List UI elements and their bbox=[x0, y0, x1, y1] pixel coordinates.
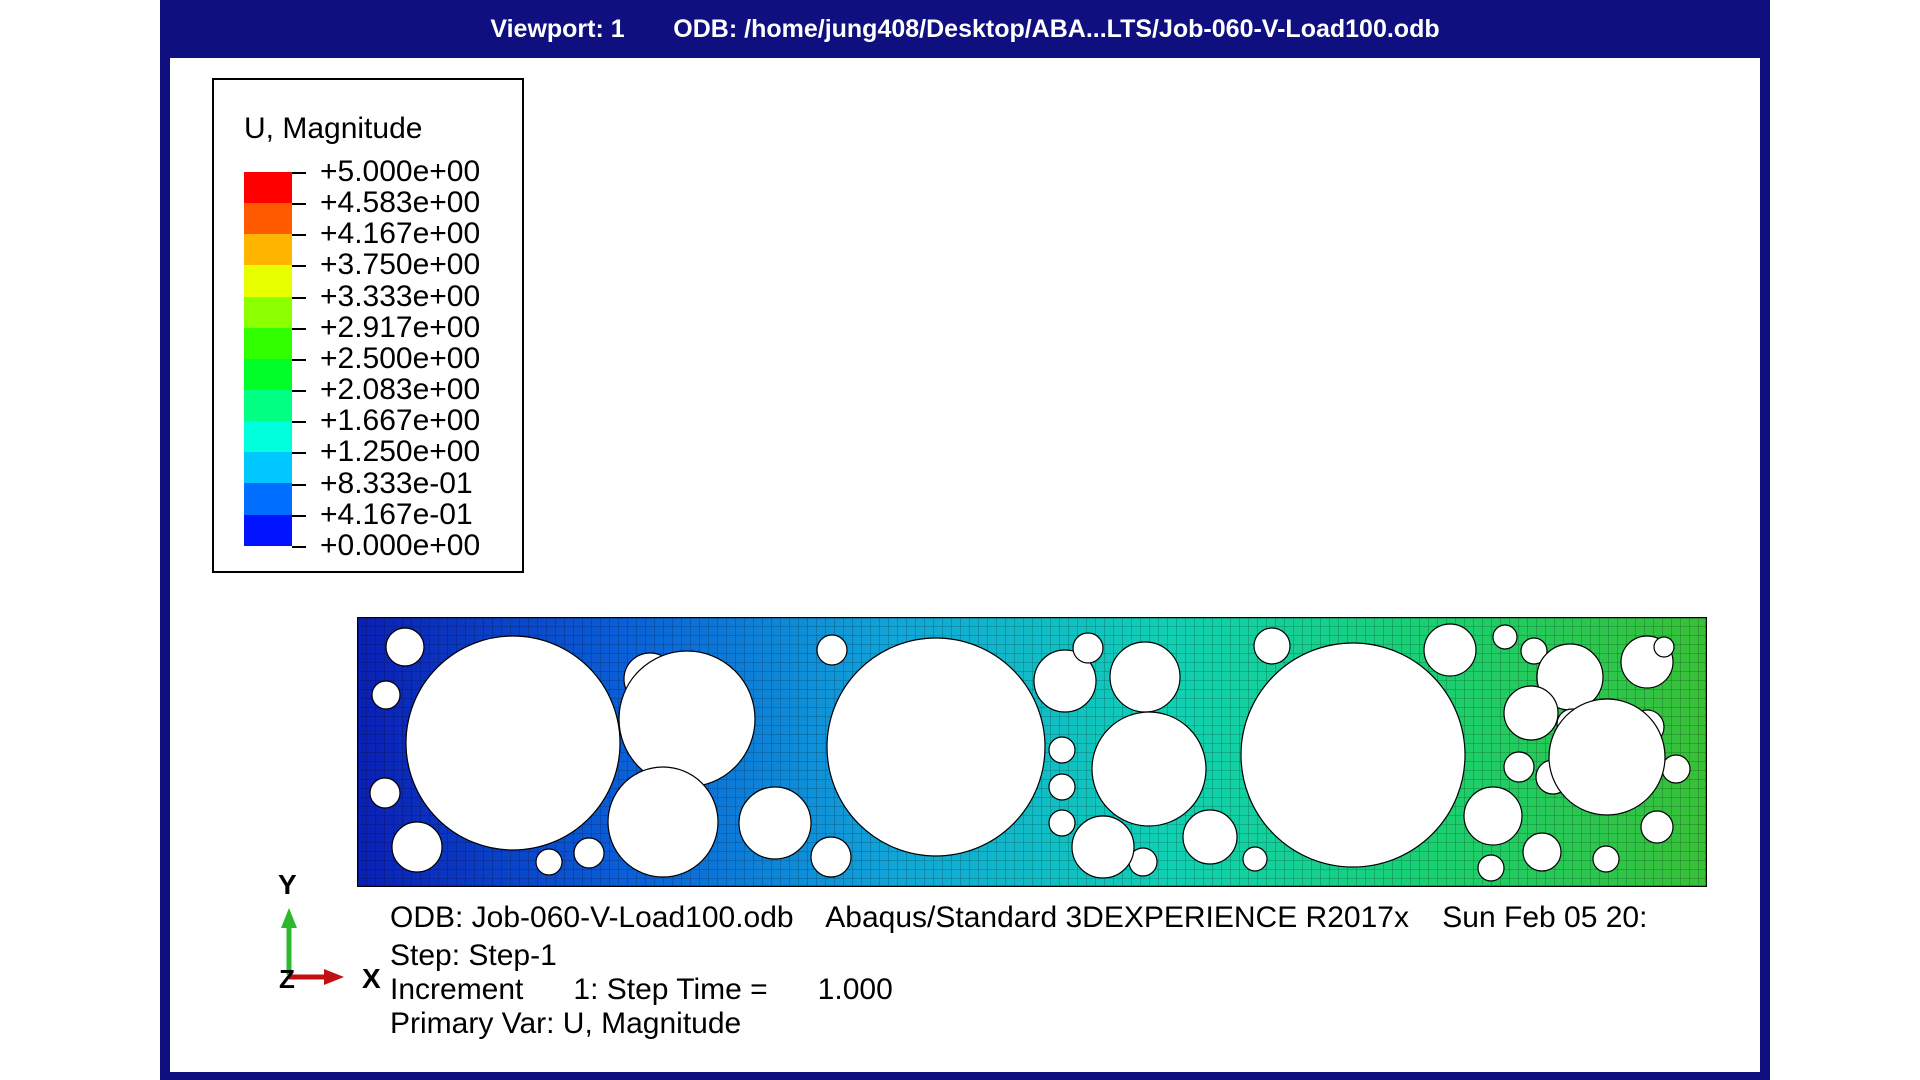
viewport-canvas[interactable]: U, Magnitude +5.000e+00 +4.583e+00 +4.167e… bbox=[170, 58, 1760, 1072]
model-hole bbox=[1033, 649, 1097, 713]
triad-y-label: Y bbox=[278, 870, 297, 900]
viewport-titlebar[interactable]: Viewport: 1 ODB: /home/jung408/Desktop/A… bbox=[160, 0, 1770, 58]
primary-var-line: Primary Var: U, Magnitude bbox=[390, 1007, 742, 1040]
legend-swatch bbox=[244, 452, 292, 484]
model-hole bbox=[1653, 636, 1675, 658]
model-hole bbox=[1048, 773, 1076, 801]
model-hole bbox=[573, 837, 605, 869]
model-hole bbox=[607, 766, 719, 878]
model-hole bbox=[826, 637, 1046, 857]
triad-z-label: Z bbox=[279, 964, 295, 994]
model-holes bbox=[369, 623, 1691, 882]
model-hole bbox=[371, 680, 401, 710]
legend-colorbar bbox=[244, 172, 292, 546]
mesh-model[interactable] bbox=[357, 617, 1707, 887]
model-hole bbox=[369, 777, 401, 809]
model-hole bbox=[1091, 711, 1207, 827]
model-hole bbox=[1592, 845, 1620, 873]
increment-info-line: Increment 1: Step Time = 1.000 bbox=[390, 973, 893, 1006]
viewport-label: Viewport: 1 bbox=[490, 14, 625, 43]
model-hole bbox=[385, 627, 425, 667]
legend-swatch bbox=[244, 234, 292, 266]
model-hole bbox=[1477, 854, 1505, 882]
legend-swatch bbox=[244, 358, 292, 390]
contour-legend[interactable]: U, Magnitude +5.000e+00 +4.583e+00 +4.167e… bbox=[212, 78, 524, 573]
model-hole bbox=[1253, 627, 1291, 665]
model-hole bbox=[618, 650, 756, 788]
triad-x-label: X bbox=[362, 963, 381, 994]
model-hole bbox=[1240, 642, 1466, 868]
model-hole bbox=[1661, 754, 1691, 784]
model-hole bbox=[1492, 624, 1518, 650]
legend-swatch bbox=[244, 265, 292, 297]
model-hole bbox=[1048, 809, 1076, 837]
model-hole bbox=[1522, 832, 1562, 872]
model-hole bbox=[1072, 632, 1104, 664]
odb-path-label: ODB: /home/jung408/Desktop/ABA...LTS/Job… bbox=[673, 14, 1440, 43]
legend-title: U, Magnitude bbox=[244, 112, 423, 145]
y-arrow-head bbox=[281, 908, 297, 928]
odb-info-line: ODB: Job-060-V-Load100.odb Abaqus/Standa… bbox=[390, 901, 1648, 934]
model-hole bbox=[1463, 786, 1523, 846]
legend-swatch bbox=[244, 514, 292, 546]
axis-triad: Y Z X bbox=[278, 870, 381, 994]
model-hole bbox=[1182, 809, 1238, 865]
model-hole bbox=[1048, 736, 1076, 764]
x-arrow-head bbox=[324, 969, 344, 985]
legend-swatch bbox=[244, 327, 292, 359]
model-hole bbox=[405, 635, 621, 851]
step-info-line: Step: Step-1 bbox=[390, 939, 557, 972]
model-hole bbox=[1503, 751, 1535, 783]
model-hole bbox=[1242, 846, 1268, 872]
legend-swatch bbox=[244, 172, 292, 204]
model-hole bbox=[1640, 810, 1674, 844]
model-hole bbox=[810, 836, 852, 878]
model-hole bbox=[1423, 623, 1477, 677]
model-hole bbox=[1520, 637, 1548, 665]
legend-swatch bbox=[244, 483, 292, 515]
model-hole bbox=[1503, 685, 1559, 741]
viewport-window[interactable]: Viewport: 1 ODB: /home/jung408/Desktop/A… bbox=[160, 0, 1770, 1080]
legend-swatch bbox=[244, 421, 292, 453]
model-hole bbox=[391, 821, 443, 873]
model-hole bbox=[738, 786, 812, 860]
model-hole bbox=[1071, 815, 1135, 879]
legend-swatch bbox=[244, 389, 292, 422]
model-hole bbox=[816, 634, 848, 666]
model-hole bbox=[1548, 698, 1666, 816]
legend-swatch bbox=[244, 203, 292, 235]
model-hole bbox=[535, 848, 563, 876]
model-hole bbox=[1109, 641, 1181, 713]
legend-swatch bbox=[244, 296, 292, 328]
model-outline bbox=[357, 617, 1707, 887]
